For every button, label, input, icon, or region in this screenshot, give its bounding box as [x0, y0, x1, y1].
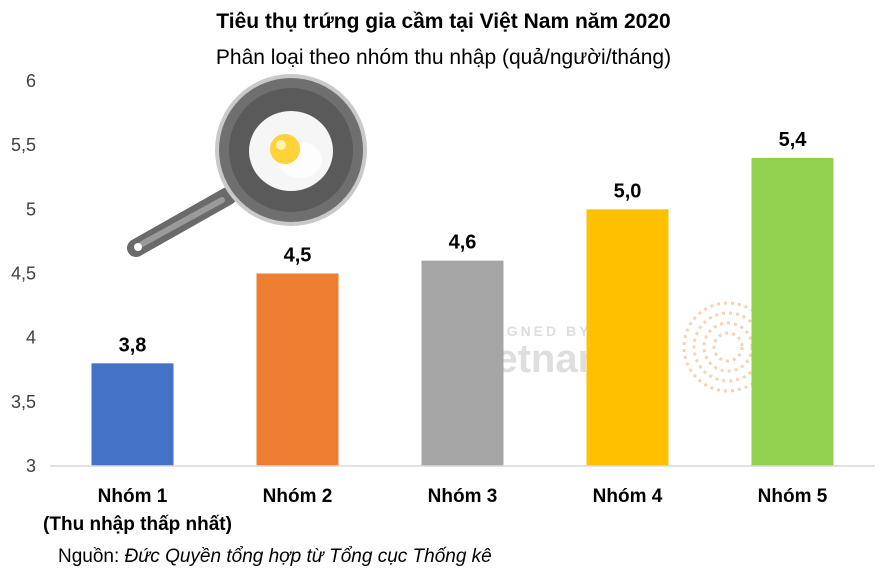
chart-subtitle: Phân loại theo nhóm thu nhập (quả/người/…: [215, 46, 672, 69]
chart-title: Tiêu thụ trứng gia cầm tại Việt Nam năm …: [216, 10, 671, 33]
bar: [256, 273, 339, 466]
data-label: 3,8: [119, 334, 147, 356]
y-tick-label: 3,5: [11, 392, 36, 412]
data-label: 5,4: [779, 129, 808, 151]
x-axis: Nhóm 1 (Thu nhập thấp nhất) Nhóm 2 Nhóm 3 Nh…: [43, 486, 828, 535]
y-tick-label: 6: [26, 71, 36, 91]
x-tick-note: (Thu nhập thấp nhất): [43, 514, 232, 535]
source-prefix: Nguồn:: [58, 546, 125, 567]
x-tick-label: Nhóm 2: [263, 486, 333, 507]
frying-pan-egg-icon: [127, 74, 367, 257]
x-tick-label: Nhóm 4: [593, 486, 663, 507]
source-note: Nguồn: Đức Quyền tổng hợp từ Tổng cục Th…: [58, 546, 492, 568]
y-tick-label: 3: [26, 456, 36, 476]
bar-series: 3,8 4,5 4,6 5,0 5,4: [91, 129, 834, 467]
bar: [91, 363, 174, 466]
data-label: 4,6: [449, 232, 477, 254]
bar: [751, 158, 834, 466]
x-tick-label: Nhóm 1: [98, 486, 168, 507]
y-axis: 3 3,5 4 4,5 5 5,5 6: [11, 71, 36, 476]
data-label: 5,0: [614, 180, 642, 202]
y-tick-label: 5,5: [11, 135, 36, 155]
x-tick-label: Nhóm 5: [758, 486, 828, 507]
bar: [586, 209, 669, 467]
bar: [421, 260, 504, 466]
x-tick-label: Nhóm 3: [428, 486, 498, 507]
y-tick-label: 5: [26, 199, 36, 219]
source-text: Đức Quyền tổng hợp từ Tổng cục Thống kê: [124, 546, 492, 567]
y-tick-label: 4,5: [11, 264, 36, 284]
data-label: 4,5: [284, 245, 312, 267]
y-tick-label: 4: [26, 328, 36, 348]
